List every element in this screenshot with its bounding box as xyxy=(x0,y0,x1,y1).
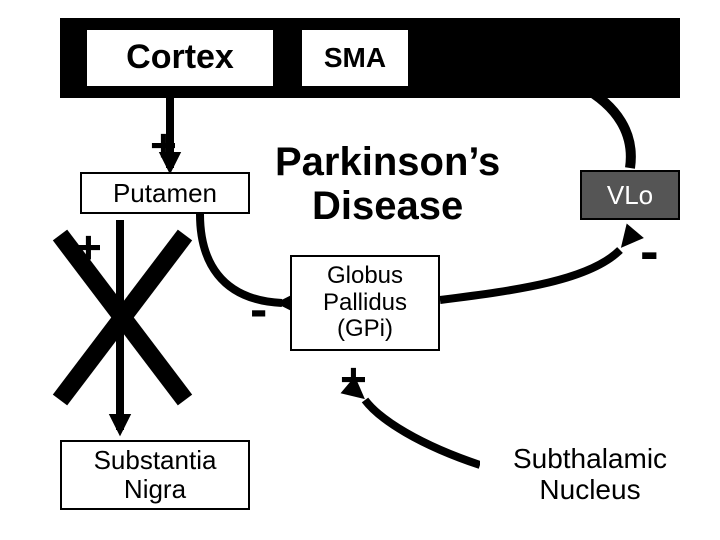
node-putamen: Putamen xyxy=(80,172,250,214)
gpi-label: Globus Pallidus (GPi) xyxy=(323,263,407,342)
putamen-label: Putamen xyxy=(113,179,217,208)
sign-4: - xyxy=(640,218,659,283)
stn-label: Subthalamic Nucleus xyxy=(513,444,667,506)
sn-label: Substantia Nigra xyxy=(94,446,217,503)
node-sma: SMA xyxy=(300,28,410,88)
node-substantia-nigra: Substantia Nigra xyxy=(60,440,250,510)
node-subthalamic: Subthalamic Nucleus xyxy=(480,440,700,510)
sign-1: + xyxy=(75,220,102,274)
sign-3: + xyxy=(340,352,367,406)
node-gpi: Globus Pallidus (GPi) xyxy=(290,255,440,351)
sign-0: + xyxy=(150,118,177,172)
cortex-label: Cortex xyxy=(126,39,234,76)
diagram-title: Parkinson’s Disease xyxy=(275,140,500,228)
sign-2: - xyxy=(250,280,267,340)
sma-label: SMA xyxy=(324,43,386,74)
vlo-label: VLo xyxy=(607,181,653,210)
title-text: Parkinson’s Disease xyxy=(275,140,500,228)
node-vlo: VLo xyxy=(580,170,680,220)
node-cortex: Cortex xyxy=(85,28,275,88)
